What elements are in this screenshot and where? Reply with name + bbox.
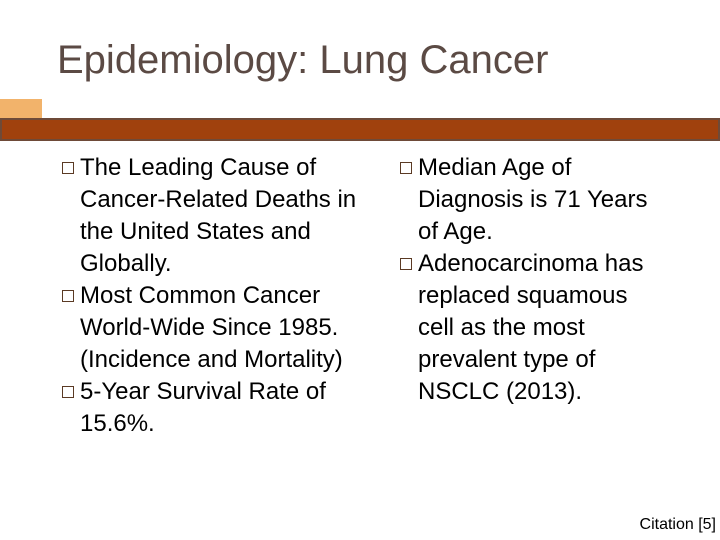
bullet: 5-Year Survival Rate of 15.6%.: [62, 376, 360, 440]
bullet: The Leading Cause of Cancer-Related Deat…: [62, 152, 360, 280]
left-column: The Leading Cause of Cancer-Related Deat…: [62, 152, 360, 440]
right-column: Median Age of Diagnosis is 71 Years of A…: [400, 152, 668, 408]
bullet: Adenocarcinoma has replaced squamous cel…: [400, 248, 668, 408]
citation: Citation [5]: [639, 516, 716, 533]
accent-tab: [0, 99, 42, 118]
bullet: Most Common Cancer World-Wide Since 1985…: [62, 280, 360, 376]
slide-title: Epidemiology: Lung Cancer: [57, 38, 549, 82]
bullet: Median Age of Diagnosis is 71 Years of A…: [400, 152, 668, 248]
accent-bar: [0, 118, 720, 141]
